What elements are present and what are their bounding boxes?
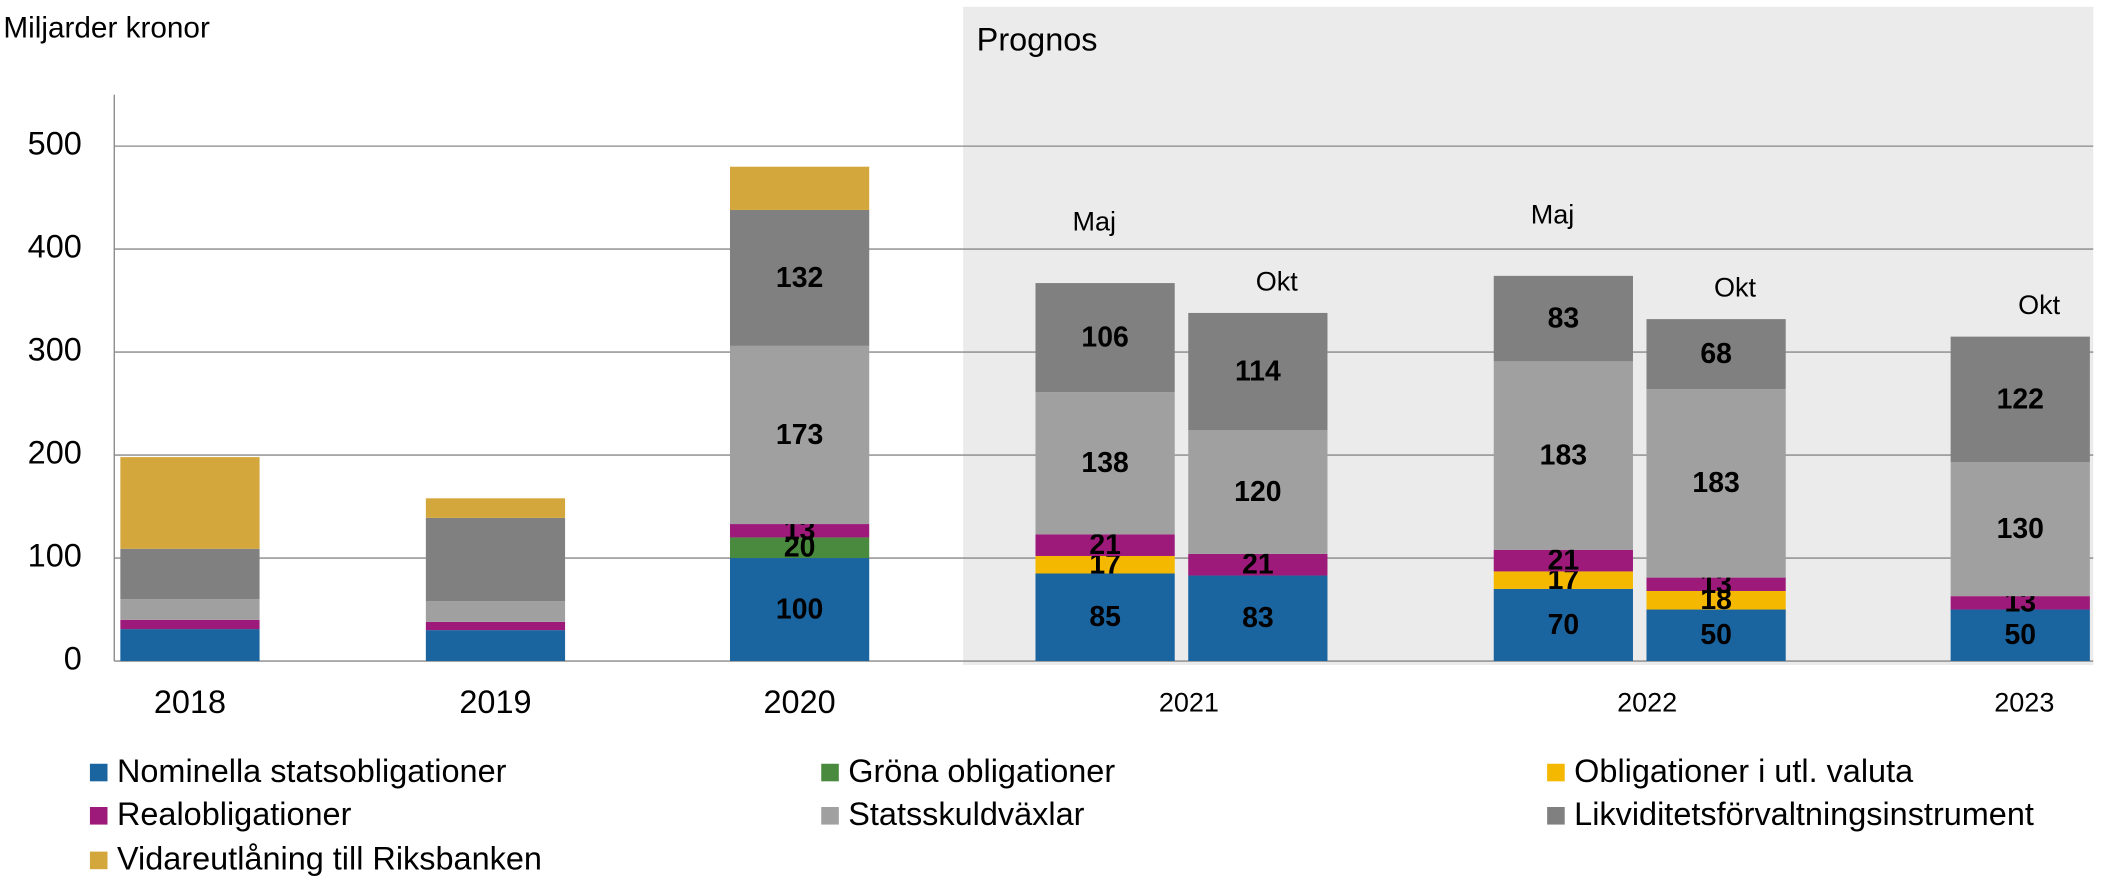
legend-label: Statsskuldväxlar — [848, 796, 1084, 832]
legend-swatch — [821, 807, 839, 825]
bar-segment — [1646, 609, 1786, 662]
bar-segment — [425, 621, 566, 631]
bar-segment — [1646, 389, 1786, 578]
legend-label: Vidareutlåning till Riksbanken — [117, 841, 542, 877]
y-axis-label: Miljarder kronor — [3, 12, 210, 45]
bar-segment — [729, 345, 870, 525]
x-tick-label: 2021 — [1159, 687, 1219, 717]
bar-segment — [1188, 553, 1328, 576]
bar-segment — [1035, 573, 1175, 662]
bar-segment — [1493, 571, 1633, 589]
legend-swatch — [821, 763, 839, 782]
bar-segment — [1646, 590, 1786, 610]
data-label: 173 — [776, 419, 823, 451]
legend-swatch — [89, 763, 108, 782]
bar-segment — [1035, 534, 1175, 556]
bar-segment — [1188, 430, 1328, 554]
bar-segment — [729, 166, 870, 210]
bar-segment — [425, 498, 566, 518]
bar-segment — [425, 517, 566, 602]
x-tick-label: 2018 — [154, 684, 226, 720]
bar-segment — [1035, 283, 1175, 393]
x-tick-label: 2023 — [1994, 687, 2054, 717]
legend-label: Obligationer i utl. valuta — [1574, 753, 1914, 789]
data-label: 183 — [1692, 467, 1739, 499]
data-label: 114 — [1235, 355, 1281, 387]
bar-segment — [729, 209, 870, 346]
bar-segment — [120, 599, 260, 620]
bar-annotation: Okt — [1256, 266, 1299, 296]
bar-annotation: Maj — [1073, 207, 1117, 237]
y-tick-label: 300 — [28, 332, 82, 368]
data-label: 100 — [776, 593, 823, 625]
data-label: 83 — [1548, 302, 1580, 334]
bar-segment — [1950, 596, 2090, 610]
legend-label: Realobligationer — [117, 796, 352, 832]
y-tick-label: 0 — [64, 641, 82, 677]
bar-segment — [1493, 275, 1633, 362]
y-tick-label: 100 — [28, 538, 82, 574]
bar-annotation: Okt — [2018, 290, 2061, 320]
bar-annotation: Okt — [1714, 273, 1757, 303]
data-label: 132 — [776, 262, 823, 294]
x-tick-label: 2022 — [1617, 687, 1677, 717]
bar-segment — [1493, 361, 1633, 550]
bar-segment — [120, 619, 260, 630]
legend-label: Nominella statsobligationer — [117, 753, 507, 789]
bar-segment — [1646, 577, 1786, 591]
bar-segment — [1646, 319, 1786, 390]
bar-segment — [120, 629, 260, 662]
data-label: 70 — [1548, 609, 1580, 641]
annotation: Prognos — [977, 21, 1098, 57]
y-tick-label: 400 — [28, 229, 82, 265]
bar-segment — [729, 524, 870, 538]
data-label: 83 — [1242, 602, 1274, 634]
bar-segment — [1950, 462, 2090, 597]
bar-annotation: Maj — [1531, 200, 1575, 230]
data-label: 183 — [1540, 439, 1587, 471]
bar-segment — [1188, 575, 1328, 662]
bar-segment — [1950, 609, 2090, 662]
x-tick-label: 2019 — [459, 684, 531, 720]
bar-segment — [1035, 555, 1175, 574]
bar-segment — [1035, 392, 1175, 535]
x-tick-label: 2020 — [764, 684, 836, 720]
bar-segment — [1188, 312, 1328, 431]
data-label: 50 — [1700, 619, 1732, 651]
data-label: 50 — [2004, 619, 2036, 651]
bar-segment — [425, 630, 566, 662]
data-label: 122 — [1997, 383, 2044, 415]
data-label: 85 — [1089, 601, 1121, 633]
bar-segment — [729, 558, 870, 662]
data-label: 106 — [1081, 322, 1128, 354]
y-tick-label: 200 — [28, 435, 82, 471]
legend-label: Gröna obligationer — [848, 753, 1115, 789]
data-label: 120 — [1234, 476, 1281, 508]
bar-segment — [1493, 549, 1633, 572]
bar-segment — [425, 601, 566, 622]
data-label: 130 — [1997, 513, 2044, 545]
legend-swatch — [89, 807, 108, 825]
bar-segment — [120, 457, 260, 549]
bar-segment — [1950, 336, 2090, 463]
legend-swatch — [1547, 807, 1565, 825]
data-label: 138 — [1081, 447, 1128, 479]
legend-label: Likviditetsförvaltningsinstrument — [1574, 796, 2034, 832]
bar-segment — [1493, 588, 1633, 662]
legend-swatch — [89, 851, 108, 870]
y-tick-label: 500 — [28, 126, 82, 162]
data-label: 68 — [1700, 338, 1732, 370]
bar-segment — [729, 537, 870, 559]
bar-segment — [120, 548, 260, 600]
legend-swatch — [1547, 763, 1565, 782]
